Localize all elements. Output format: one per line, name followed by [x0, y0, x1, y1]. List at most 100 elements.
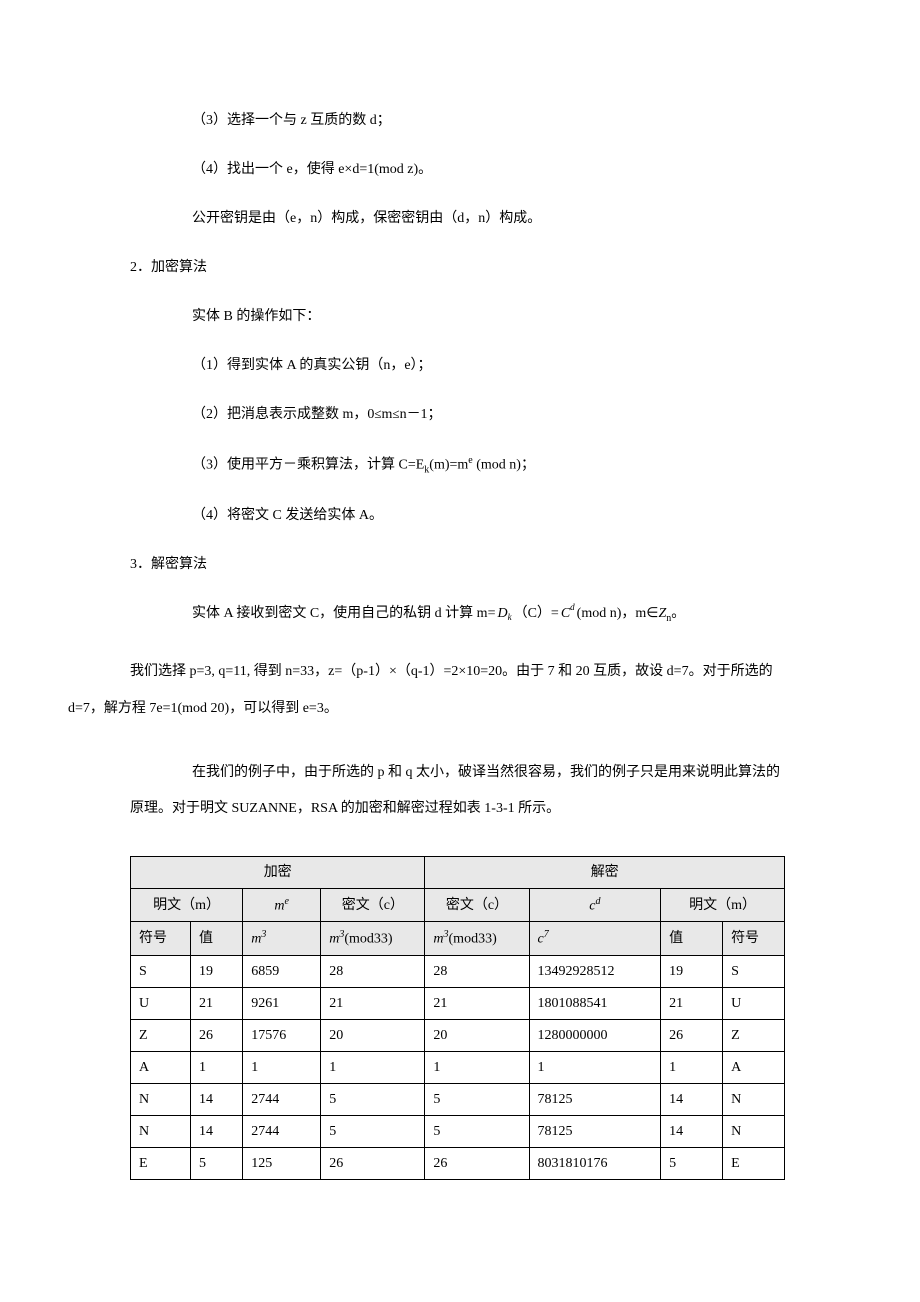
table-cell: 5 — [425, 1084, 529, 1116]
example-params: 我们选择 p=3, q=11, 得到 n=33，z=（p-1）×（q-1）=2×… — [130, 654, 790, 727]
cd-header: cd — [529, 888, 661, 922]
c7-header: c7 — [529, 922, 661, 956]
table-cell: 1 — [425, 1052, 529, 1084]
table-cell: 78125 — [529, 1116, 661, 1148]
table-cell: U — [131, 988, 191, 1020]
text: C — [561, 606, 570, 621]
dk-formula: Dk — [495, 603, 513, 624]
table-cell: 1 — [529, 1052, 661, 1084]
val-header: 值 — [190, 922, 242, 956]
table-cell: E — [723, 1148, 785, 1180]
table-cell: 21 — [321, 988, 425, 1020]
text: （3）使用平方－乘积算法，计算 C=E — [192, 458, 424, 473]
text: (mod33) — [344, 932, 392, 947]
text: (m)=m — [429, 458, 468, 473]
table-cell: 5 — [321, 1084, 425, 1116]
plain-m-header: 明文（m） — [131, 888, 243, 922]
superscript: 7 — [544, 929, 549, 940]
text: 我们选择 p=3, q=11, 得到 n=33，z=（p-1）×（q-1）=2×… — [68, 654, 790, 727]
entity-b-intro: 实体 B 的操作如下： — [130, 306, 790, 327]
table-cell: 20 — [321, 1020, 425, 1052]
cipher-enc-header: 密文（c） — [321, 888, 425, 922]
plain-m2-header: 明文（m） — [661, 888, 785, 922]
table-cell: S — [723, 956, 785, 988]
sym2-header: 符号 — [723, 922, 785, 956]
table-cell: 5 — [425, 1116, 529, 1148]
table-cell: 1 — [190, 1052, 242, 1084]
table-cell: 21 — [190, 988, 242, 1020]
text: m — [274, 898, 284, 913]
text: 。 — [671, 606, 685, 621]
table-cell: 78125 — [529, 1084, 661, 1116]
cd-formula: Cd — [559, 603, 577, 624]
superscript: 3 — [261, 929, 266, 940]
table-cell: 14 — [190, 1116, 242, 1148]
table-cell: 1801088541 — [529, 988, 661, 1020]
dec-header: 解密 — [425, 856, 785, 888]
text: m — [433, 932, 443, 947]
table-cell: 6859 — [243, 956, 321, 988]
table-header-row-2: 明文（m） me 密文（c） 密文（c） cd 明文（m） — [131, 888, 785, 922]
table-cell: 26 — [661, 1020, 723, 1052]
table-row: A111111A — [131, 1052, 785, 1084]
section-3-heading: 3．解密算法 — [130, 554, 790, 575]
table-cell: 26 — [190, 1020, 242, 1052]
rsa-table: 加密 解密 明文（m） me 密文（c） 密文（c） cd 明文（m） 符号 值… — [130, 856, 785, 1180]
table-cell: 1 — [243, 1052, 321, 1084]
table-cell: 21 — [661, 988, 723, 1020]
table-cell: N — [131, 1084, 191, 1116]
table-row: N142744557812514N — [131, 1116, 785, 1148]
table-row: Z26175762020128000000026Z — [131, 1020, 785, 1052]
section-2-heading: 2．加密算法 — [130, 257, 790, 278]
table-cell: 28 — [321, 956, 425, 988]
table-cell: 14 — [190, 1084, 242, 1116]
table-cell: U — [723, 988, 785, 1020]
table-cell: A — [131, 1052, 191, 1084]
text: 实体 A 接收到密文 C，使用自己的私钥 d 计算 m= — [192, 606, 495, 621]
m3mod-header: m3(mod33) — [321, 922, 425, 956]
table-cell: 14 — [661, 1084, 723, 1116]
enc-header: 加密 — [131, 856, 425, 888]
text: D — [497, 606, 507, 621]
text: n－1； — [400, 407, 442, 422]
table-cell: A — [723, 1052, 785, 1084]
table-cell: 1 — [321, 1052, 425, 1084]
table-cell: 14 — [661, 1116, 723, 1148]
cipher-dec-header: 密文（c） — [425, 888, 529, 922]
table-cell: 17576 — [243, 1020, 321, 1052]
text: 在我们的例子中，由于所选的 p 和 q 太小，破译当然很容易，我们的例子只是用来… — [130, 755, 790, 828]
table-cell: 5 — [661, 1148, 723, 1180]
text: (mod n)，m∈ — [577, 606, 659, 621]
table-cell: 9261 — [243, 988, 321, 1020]
step-4: （4）找出一个 e，使得 e×d=1(mod z)。 — [130, 159, 790, 180]
superscript: d — [570, 602, 575, 612]
table-cell: 125 — [243, 1148, 321, 1180]
text: (mod n)； — [473, 458, 535, 473]
sym-header: 符号 — [131, 922, 191, 956]
table-cell: 1280000000 — [529, 1020, 661, 1052]
table-cell: 1 — [661, 1052, 723, 1084]
table-cell: N — [723, 1116, 785, 1148]
table-cell: N — [131, 1116, 191, 1148]
table-cell: 13492928512 — [529, 956, 661, 988]
text: （C）= — [514, 606, 559, 621]
table-row: S19685928281349292851219S — [131, 956, 785, 988]
val2-header: 值 — [661, 922, 723, 956]
le-icon: ≤ — [392, 406, 399, 421]
text: （2）把消息表示成整数 m，0 — [192, 407, 374, 422]
table-cell: 8031810176 — [529, 1148, 661, 1180]
text: m — [382, 407, 393, 422]
table-row: E5125262680318101765E — [131, 1148, 785, 1180]
table-cell: N — [723, 1084, 785, 1116]
enc-step-3: （3）使用平方－乘积算法，计算 C=Ek(m)=me (mod n)； — [130, 453, 790, 477]
table-cell: 20 — [425, 1020, 529, 1052]
text: m — [251, 932, 261, 947]
table-cell: 5 — [321, 1116, 425, 1148]
subscript: k — [508, 612, 512, 622]
table-cell: 2744 — [243, 1116, 321, 1148]
table-row: N142744557812514N — [131, 1084, 785, 1116]
step-3: （3）选择一个与 z 互质的数 d； — [130, 110, 790, 131]
m3mod2-header: m3(mod33) — [425, 922, 529, 956]
text: m — [329, 932, 339, 947]
table-cell: 19 — [661, 956, 723, 988]
